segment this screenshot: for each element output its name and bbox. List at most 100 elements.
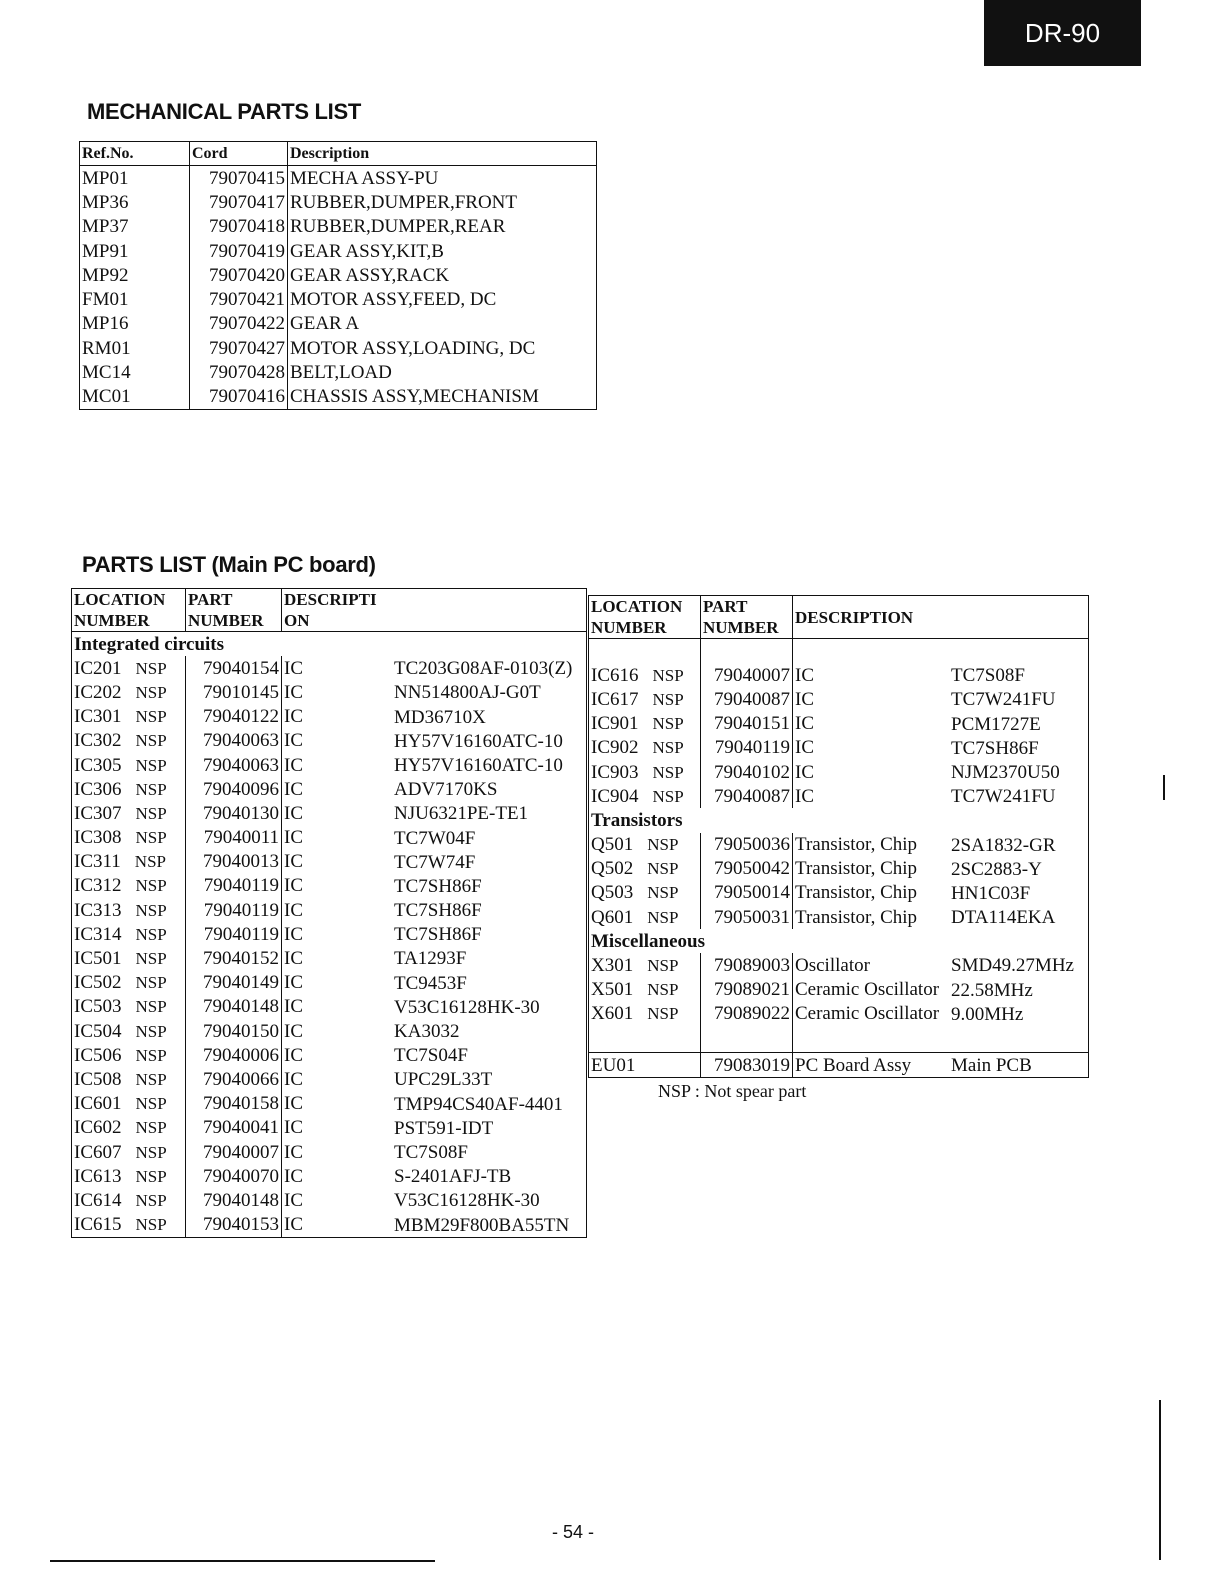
nsp-flag: NSP [135,755,167,775]
blank-cell [793,808,1089,832]
location-cell: IC313 NSP [71,898,186,923]
location-cell: IC312 NSP [71,873,186,899]
part-number: 79040087 [700,784,793,809]
nsp-flag: NSP [135,876,167,896]
table-row: IC313 NSP 79040119 IC TC7SH86F [71,898,587,923]
model-number: HY57V16160ATC-10 [394,730,563,752]
location-cell: IC502 NSP [71,970,186,995]
nsp-flag: NSP [647,956,679,976]
part-number: 79040119 [185,922,282,947]
cell-ref: MC01 [79,384,190,410]
part-type: IC [795,688,814,710]
parts-list-title: PARTS LIST (Main PC board) [82,552,376,577]
location-number: IC602 [74,1117,122,1139]
table-row: IC201 NSP 79040154 IC TC203G08AF-0103(Z) [71,656,587,681]
description-cell: IC NN514800AJ-G0T [282,680,587,704]
nsp-note: NSP : Not spear part [658,1081,807,1101]
location-number: EU01 [588,1052,701,1078]
part-type: IC [284,851,303,873]
model-number: HN1C03F [951,882,1031,904]
cell-desc: CHASSIS ASSY,MECHANISM [287,384,597,410]
nsp-flag: NSP [135,707,167,727]
description-cell: Oscillator SMD49.27MHz [793,953,1089,977]
table-row: MC14 79070428 BELT,LOAD [79,360,597,385]
mechanical-parts-title: MECHANICAL PARTS LIST [87,99,361,124]
location-number: IC904 [591,785,639,807]
cell-cord: 79070421 [189,287,288,312]
location-number: IC903 [591,761,639,783]
model-number: NN514800AJ-G0T [394,682,541,704]
nsp-flag: NSP [135,779,167,799]
part-number: 79089022 [700,1001,793,1026]
table-row: IC311 NSP 79040013 IC TC7W74F [71,849,587,874]
location-cell: IC607 NSP [71,1139,186,1165]
part-number: 79010145 [185,680,282,705]
table-row: IC508 NSP 79040066 IC UPC29L33T [71,1067,587,1092]
section-row: Integrated circuits [72,632,587,657]
table-row: IC502 NSP 79040149 IC TC9453F [71,970,587,995]
blank-cell [588,1026,701,1053]
location-cell: IC901 NSP [588,711,701,736]
table-row: IC312 NSP 79040119 IC TC7SH86F [71,873,587,899]
description-cell: IC TC9453F [282,971,587,995]
table-row: IC613 NSP 79040070 IC S-2401AFJ-TB [71,1164,587,1189]
model-number: TC7SH86F [394,924,482,946]
table-row: X501 NSP 79089021 Ceramic Oscillator 22.58MH… [588,977,1089,1002]
part-number: 79040153 [185,1212,282,1238]
table-row: IC504 NSP 79040150 IC KA3032 [71,1019,587,1044]
table-row: Q503 NSP 79050014 Transistor, Chip HN1C03F [588,880,1089,906]
part-number: 79040130 [185,801,282,826]
nsp-flag: NSP [135,803,167,823]
description-cell: IC KA3032 [282,1019,587,1043]
description-cell: IC NJM2370U50 [793,760,1089,784]
section-row: Transistors [589,808,1089,832]
description-cell: IC MBM29F800BA55TN [282,1213,587,1238]
table-row: IC308 NSP 79040011 IC TC7W04F [71,825,587,850]
nsp-flag: NSP [652,665,684,685]
cell-ref: MP91 [79,238,190,264]
description-cell: IC TC7S04F [282,1043,587,1067]
cell-desc: RUBBER,DUMPER,REAR [287,214,597,239]
location-number: IC311 [74,851,121,873]
model-number: 2SA1832-GR [951,834,1056,856]
table-row: IC615 NSP 79040153 IC MBM29F800BA55TN [71,1212,587,1238]
model-number: NJM2370U50 [951,761,1060,783]
model-badge: DR-90 [984,0,1141,66]
part-number: 79040158 [185,1091,282,1116]
part-number: 79040122 [185,704,282,729]
margin-mark [1163,775,1165,800]
model-number: SMD49.27MHz [951,955,1074,977]
spacer-row [588,638,1089,664]
location-cell: IC314 NSP [71,922,186,947]
section-row: Miscellaneous [589,929,1089,953]
model-number: NJU6321PE-TE1 [394,803,529,825]
part-number: 79040154 [185,656,282,681]
nsp-flag: NSP [647,907,679,927]
header-ref-no: Ref.No. [79,141,190,166]
parts-table-left: LOCATION NUMBER PART NUMBER DESCRIPTI ON In… [71,588,587,1238]
table-row: IC305 NSP 79040063 IC HY57V16160ATC-10 [71,752,587,778]
table-row: FM01 79070421 MOTOR ASSY,FEED, DC [79,287,597,312]
model-number: PCM1727E [951,713,1041,735]
location-number: X301 [591,955,634,977]
table-row: X601 NSP 79089022 Ceramic Oscillator 9.00MHz [588,1001,1089,1026]
part-number: 79040119 [185,873,282,899]
part-number: 79040041 [185,1115,282,1140]
cell-ref: MP92 [79,263,190,288]
location-cell: Q502 NSP [588,856,701,881]
location-cell: IC301 NSP [71,704,186,729]
part-number: 79040148 [185,994,282,1019]
mechanical-parts-table: Ref.No. Cord Description MP01 79070415 MEC… [79,141,597,410]
cell-cord: 79070415 [189,165,288,191]
nsp-flag: NSP [652,786,684,806]
location-cell: IC903 NSP [588,759,701,785]
location-cell: IC508 NSP [71,1067,186,1092]
location-number: IC616 [591,664,639,686]
table-row: MP01 79070415 MECHA ASSY-PU [79,165,597,191]
location-cell: X601 NSP [588,1001,701,1026]
nsp-flag: NSP [135,828,167,848]
nsp-flag: NSP [135,731,167,751]
description-cell: Transistor, Chip 2SA1832-GR [793,833,1089,857]
location-number: Q601 [591,906,634,928]
cell-cord: 79070417 [189,190,288,215]
